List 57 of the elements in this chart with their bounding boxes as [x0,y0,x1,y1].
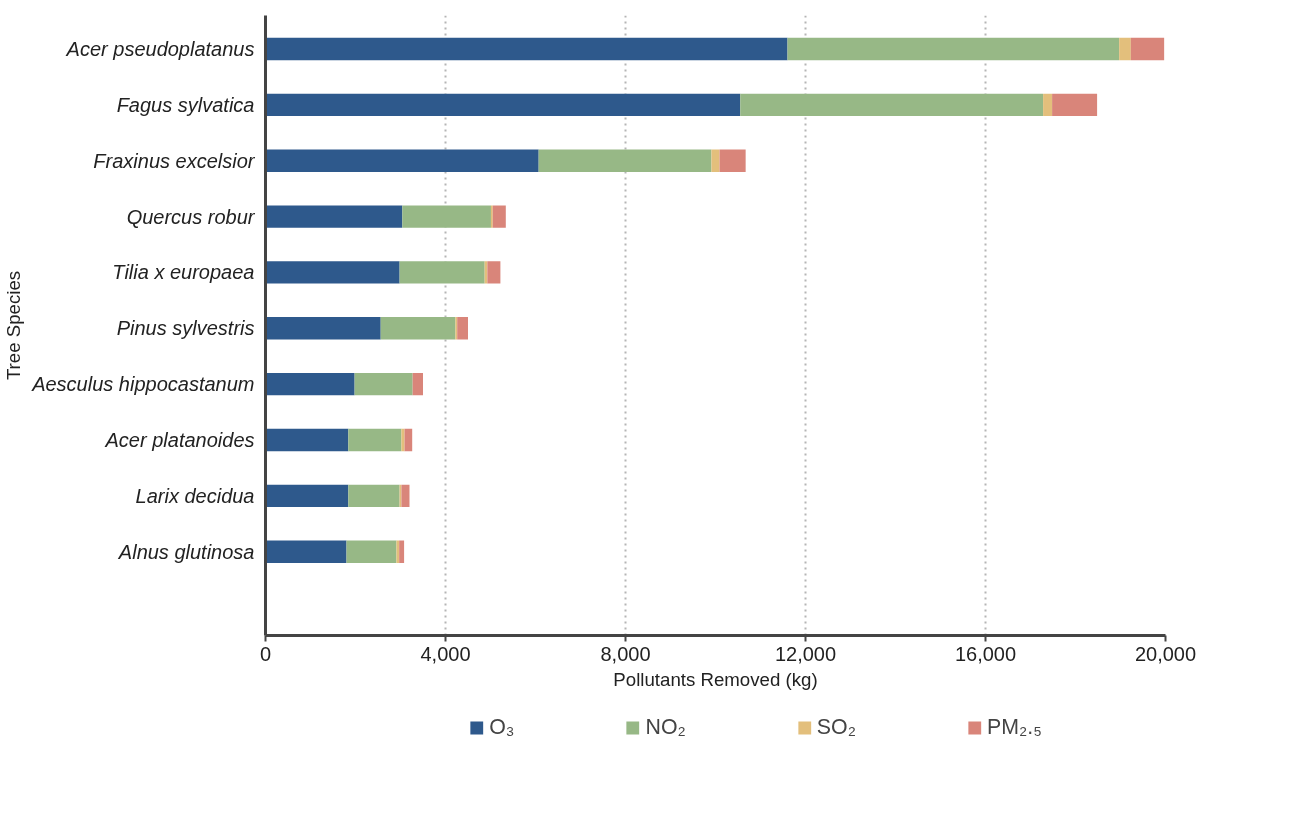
x-tick-label: 0 [259,642,272,665]
x-axis-title: Pollutants Removed (kg) [613,668,818,690]
x-tick-label: 12,000 [774,642,837,665]
legend-label: O₃ [489,714,515,740]
bar [711,149,720,172]
y-tick-label: Pinus sylvestris [116,317,255,340]
bar [1119,37,1131,61]
bar [1043,93,1053,117]
bar [399,540,405,563]
bar [787,37,1120,61]
x-tick-label: 16,000 [954,642,1017,665]
bar [401,428,405,452]
bar [265,93,741,117]
y-tick-label: Acer platanoides [104,429,255,451]
bar [740,93,1044,117]
bar [492,205,506,228]
bar [354,372,413,396]
bar [719,149,746,172]
bar [487,261,501,284]
y-tick-label: Tilia x europaea [112,261,255,284]
bar [265,484,349,508]
y-tick-label: Larix decidua [135,484,255,507]
bar [412,372,423,396]
bar [399,261,485,284]
bar [402,205,491,228]
bar [1130,37,1165,61]
bar [396,540,400,563]
y-tick-label: Alnus glutinosa [117,540,255,563]
bar [265,261,400,284]
bar [346,540,397,563]
bar [265,372,355,396]
y-tick-label: Acer pseudoplatanus [65,38,255,61]
y-tick-label: Fagus sylvatica [116,93,255,116]
bar [538,149,712,172]
bar [265,149,539,172]
bar [265,428,349,452]
bar [265,37,788,61]
legend-label: PM₂.₅ [986,714,1042,740]
bar [265,540,347,563]
bar [380,317,456,340]
bar [1052,93,1098,117]
legend-label: NO₂ [645,714,686,740]
bar [348,428,402,452]
x-tick-label: 20,000 [1134,642,1197,665]
x-tick-label: 8,000 [600,642,651,665]
bar [401,484,410,508]
bar [457,317,468,340]
y-tick-label: Quercus robur [126,205,256,228]
y-tick-label: Aesculus hippocastanum [31,373,255,396]
bar [265,205,403,228]
bar [348,484,400,508]
y-axis-title: Tree Species [3,270,25,381]
legend-label: SO₂ [816,714,856,740]
bar [404,428,413,452]
bar [265,317,381,340]
x-tick-label: 4,000 [420,642,471,665]
y-tick-label: Fraxinus excelsior [93,149,256,172]
